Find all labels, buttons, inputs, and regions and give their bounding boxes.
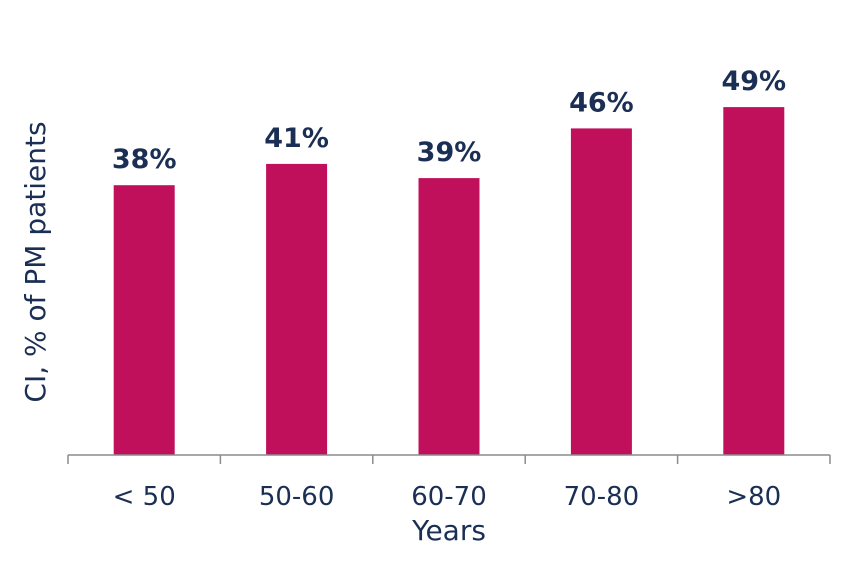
bar-3	[418, 178, 480, 455]
bar-1	[113, 185, 175, 455]
bars	[113, 107, 785, 455]
value-labels: 38% 41% 39% 46% 49%	[112, 66, 786, 175]
value-label-1: 38%	[112, 144, 177, 175]
x-axis-label: Years	[411, 514, 486, 547]
y-axis-label: CI, % of PM patients	[19, 121, 52, 402]
value-label-3: 39%	[417, 137, 482, 168]
x-tick-label-4: 70-80	[564, 482, 640, 512]
x-axis-ticks	[67, 455, 831, 464]
x-tick-label-2: 50-60	[259, 482, 335, 512]
bar-4	[570, 128, 632, 455]
x-tick-label-5: >80	[726, 482, 781, 512]
bar-5	[723, 107, 785, 455]
x-tick-label-1: < 50	[113, 482, 176, 512]
value-label-4: 46%	[569, 87, 634, 118]
value-label-2: 41%	[264, 123, 329, 154]
x-tick-labels: < 50 50-60 60-70 70-80 >80	[113, 482, 782, 512]
x-tick-label-3: 60-70	[411, 482, 487, 512]
value-label-5: 49%	[721, 66, 786, 97]
bar-2	[266, 163, 328, 455]
